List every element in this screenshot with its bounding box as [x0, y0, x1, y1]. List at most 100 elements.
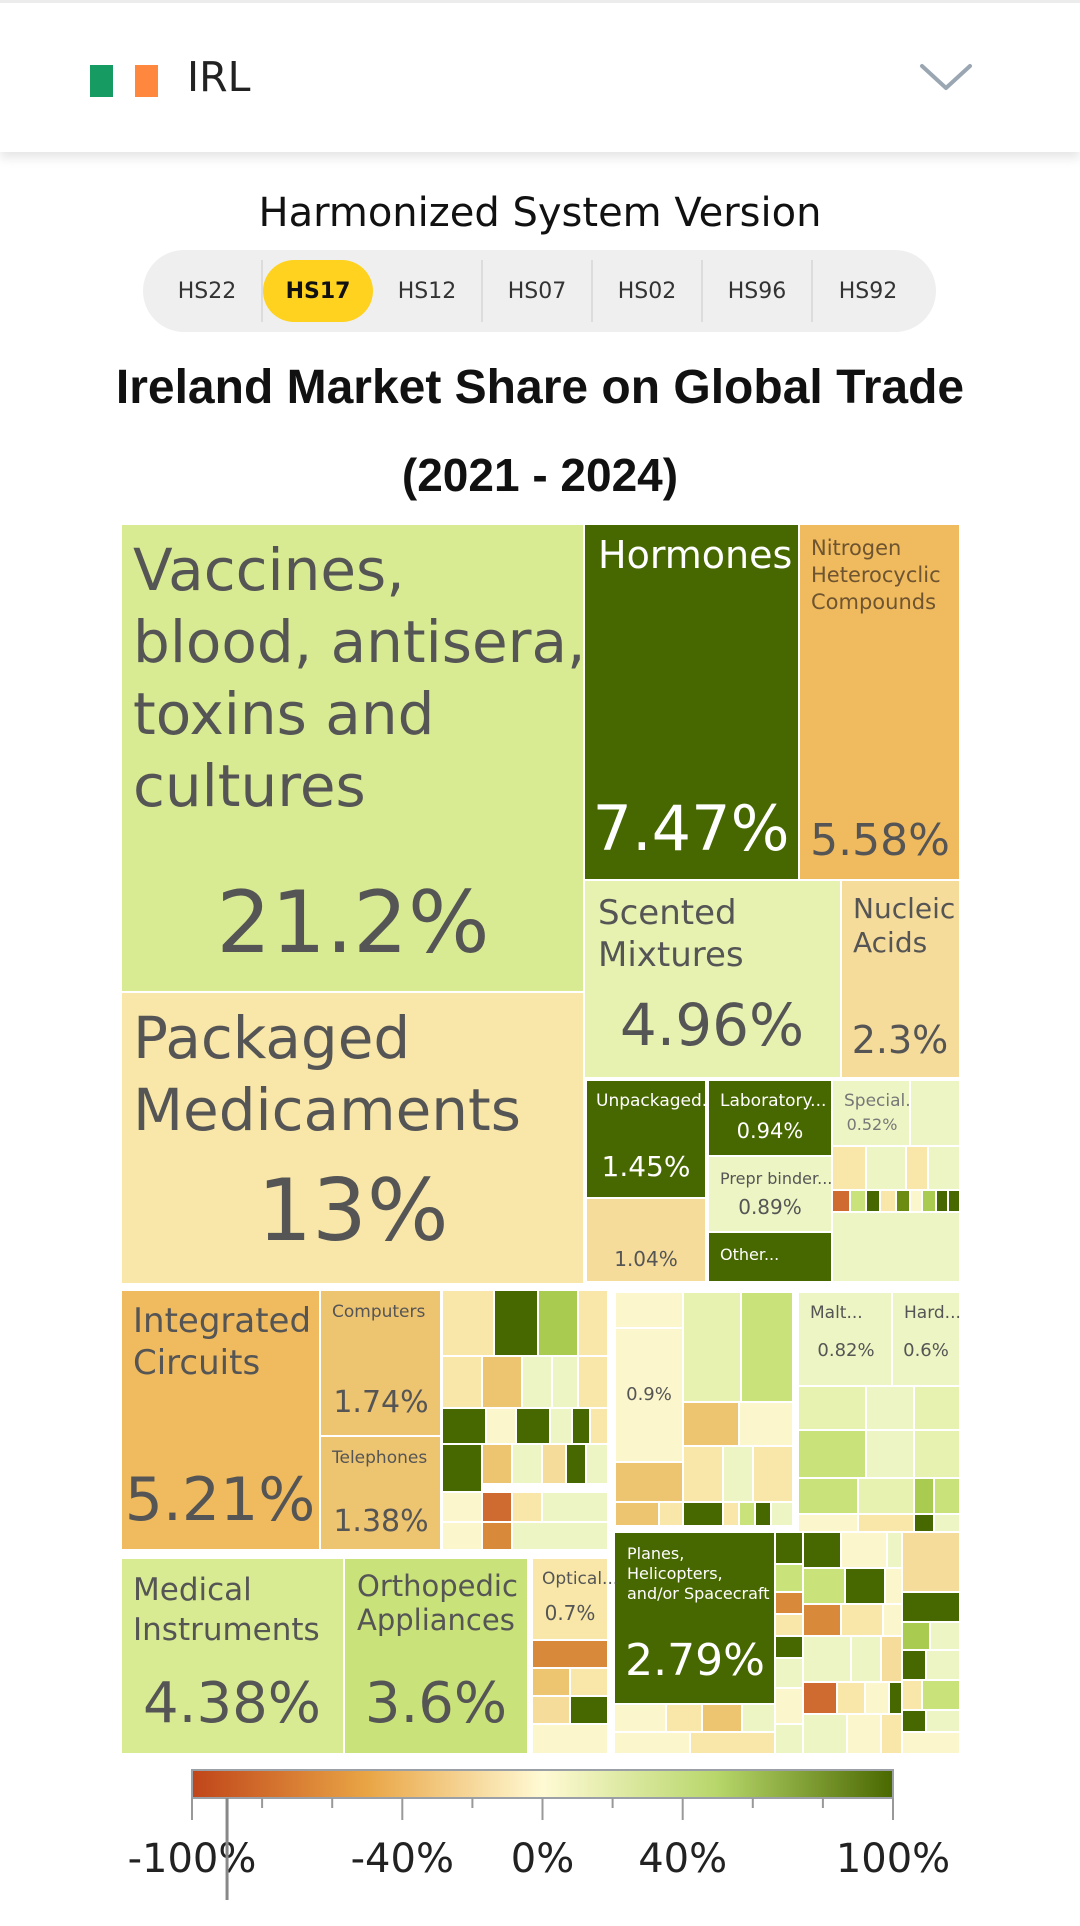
tab-hs22[interactable]: HS22 — [153, 260, 263, 322]
treemap-tile[interactable] — [774, 1687, 804, 1725]
treemap-tile[interactable] — [901, 1531, 961, 1593]
treemap-tile[interactable] — [682, 1291, 742, 1403]
tile-label: Packaged Medicaments — [133, 1004, 521, 1144]
treemap-tile[interactable] — [441, 1443, 483, 1493]
treemap-tile[interactable] — [319, 1289, 442, 1437]
ireland-flag-icon — [90, 65, 159, 97]
treemap-tile[interactable] — [343, 1557, 529, 1755]
treemap-tile[interactable] — [752, 1445, 794, 1503]
tile-label: Prepr binder... — [720, 1169, 832, 1188]
tile-label: Planes, Helicopters, and/or Spacecraft — [627, 1544, 770, 1603]
hs-version-selector: HS22 HS17 HS12 HS07 HS02 HS96 HS92 — [143, 250, 936, 332]
treemap-tile[interactable] — [521, 1355, 553, 1409]
treemap-tile[interactable] — [569, 1667, 609, 1697]
treemap-tile[interactable] — [531, 1723, 609, 1755]
treemap-tile[interactable] — [583, 523, 800, 881]
treemap-tile[interactable] — [120, 1289, 321, 1551]
tab-hs12[interactable]: HS12 — [373, 260, 483, 322]
tile-label: Nucleic Acids — [853, 892, 955, 959]
treemap-tile[interactable] — [707, 1231, 833, 1283]
treemap-tile[interactable] — [481, 1521, 513, 1551]
treemap-tile[interactable] — [901, 1649, 927, 1681]
treemap-tile[interactable] — [857, 1477, 915, 1515]
scale-tick-label: -40% — [351, 1836, 454, 1882]
tile-label: Unpackaged... — [596, 1091, 718, 1111]
treemap-tile[interactable] — [850, 1635, 882, 1683]
treemap-tile[interactable] — [614, 1461, 684, 1503]
tile-label: Computers — [332, 1302, 426, 1322]
tile-label: Nitrogen Heterocyclic Compounds — [811, 536, 941, 614]
treemap-tile[interactable] — [120, 991, 585, 1285]
treemap-tile[interactable] — [569, 1695, 609, 1725]
tab-hs92[interactable]: HS92 — [838, 278, 898, 304]
tab-hs07[interactable]: HS07 — [483, 260, 593, 322]
tile-share: 4.96% — [620, 991, 804, 1059]
treemap-tile[interactable] — [511, 1521, 609, 1551]
tile-label: Hormones — [598, 533, 792, 577]
tile-label: Other... — [720, 1245, 779, 1264]
treemap-tile[interactable] — [738, 1401, 794, 1447]
tile-label: Optical... — [542, 1569, 618, 1589]
tile-share: 1.04% — [614, 1247, 678, 1271]
treemap-tile[interactable] — [682, 1501, 724, 1527]
treemap-tile[interactable] — [613, 1703, 667, 1733]
treemap-tile[interactable] — [933, 1477, 961, 1515]
treemap-tile[interactable] — [797, 1477, 859, 1515]
country-code[interactable]: IRL — [187, 53, 251, 101]
treemap-tile[interactable] — [441, 1289, 495, 1357]
treemap-tile[interactable] — [740, 1291, 794, 1403]
treemap-tile[interactable] — [929, 1621, 961, 1651]
tile-label: Integrated Circuits — [133, 1301, 311, 1383]
tile-share: 0.89% — [738, 1195, 802, 1219]
treemap-tile[interactable] — [511, 1443, 543, 1485]
tile-share: 0.6% — [903, 1340, 949, 1361]
treemap-tile[interactable] — [913, 1385, 961, 1431]
treemap-tile[interactable] — [774, 1563, 804, 1593]
treemap-tile[interactable] — [541, 1491, 609, 1523]
flag-stripe-green — [90, 65, 113, 97]
tile-share: 3.6% — [365, 1671, 507, 1736]
treemap-tile[interactable] — [797, 1385, 867, 1431]
treemap-tile[interactable] — [583, 879, 842, 1079]
treemap-tile[interactable] — [441, 1491, 483, 1523]
treemap-tile[interactable] — [481, 1355, 523, 1409]
treemap-tile[interactable] — [901, 1731, 961, 1755]
tab-hs02[interactable]: HS02 — [593, 260, 703, 322]
treemap-tile[interactable] — [831, 1211, 961, 1283]
treemap-tile[interactable] — [577, 1355, 609, 1409]
treemap-tile[interactable] — [707, 1079, 833, 1157]
treemap-tile[interactable] — [770, 1501, 794, 1527]
hs-selector-title: Harmonized System Version — [258, 190, 822, 236]
tile-share: 2.3% — [852, 1018, 949, 1062]
treemap-tile[interactable] — [798, 523, 961, 881]
treemap-tile[interactable] — [481, 1443, 513, 1485]
tile-share: 5.21% — [125, 1465, 316, 1535]
treemap-tile[interactable] — [682, 1401, 740, 1447]
tile-share: 4.38% — [143, 1671, 321, 1736]
color-scale-bar — [191, 1769, 894, 1799]
chevron-down-icon[interactable] — [918, 58, 974, 98]
treemap-tile[interactable] — [901, 1621, 931, 1651]
tile-share: 13% — [257, 1161, 448, 1261]
treemap-tile[interactable] — [614, 1291, 684, 1329]
treemap-tile[interactable] — [831, 1079, 911, 1147]
treemap-tile[interactable] — [797, 1429, 867, 1479]
treemap-tile[interactable] — [901, 1591, 961, 1623]
treemap-tile[interactable] — [585, 1079, 707, 1199]
treemap-tile[interactable] — [802, 1567, 846, 1605]
treemap-tile[interactable] — [319, 1435, 442, 1551]
treemap-tile[interactable] — [585, 1443, 609, 1485]
tab-hs96[interactable]: HS96 — [703, 260, 813, 322]
treemap-tile[interactable] — [840, 879, 961, 1079]
treemap-tile[interactable] — [551, 1355, 579, 1409]
tile-share: 7.47% — [593, 792, 790, 865]
treemap-tile[interactable] — [774, 1531, 804, 1565]
tab-hs17[interactable]: HS17 — [263, 260, 373, 322]
treemap-tile[interactable] — [585, 1197, 707, 1283]
treemap-tile[interactable] — [846, 1713, 882, 1755]
treemap-tile[interactable] — [441, 1355, 483, 1409]
treemap-tile[interactable] — [515, 1407, 551, 1445]
treemap-tile[interactable] — [441, 1521, 483, 1551]
treemap-tile[interactable] — [120, 523, 585, 993]
